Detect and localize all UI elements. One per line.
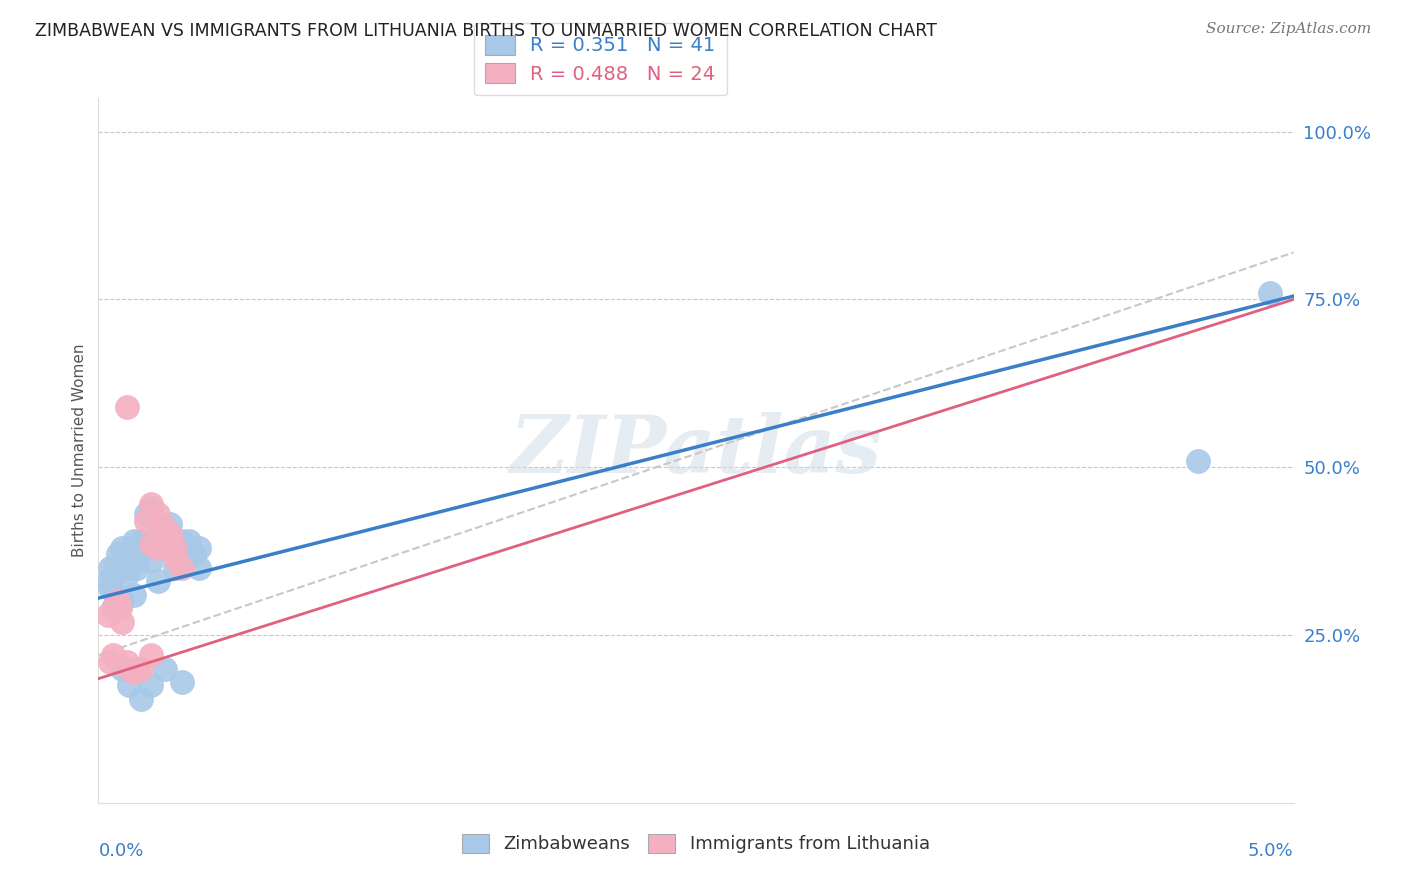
Point — [139, 500, 162, 515]
Point — [101, 601, 124, 615]
Point — [97, 607, 120, 622]
Point — [115, 567, 138, 582]
Point — [1187, 453, 1209, 467]
Point — [187, 561, 209, 575]
Point — [121, 554, 143, 568]
Point — [155, 662, 177, 676]
Point — [124, 588, 146, 602]
Point — [108, 601, 131, 615]
Point — [98, 655, 122, 669]
Point — [111, 541, 134, 555]
Point — [111, 594, 134, 608]
Point — [114, 554, 136, 568]
Text: Source: ZipAtlas.com: Source: ZipAtlas.com — [1205, 22, 1371, 37]
Point — [118, 561, 141, 575]
Point — [163, 550, 186, 565]
Point — [187, 541, 209, 555]
Point — [115, 400, 138, 414]
Legend: Zimbabweans, Immigrants from Lithuania: Zimbabweans, Immigrants from Lithuania — [451, 823, 941, 864]
Point — [135, 541, 157, 555]
Point — [118, 662, 141, 676]
Point — [124, 534, 146, 549]
Point — [139, 554, 162, 568]
Point — [97, 574, 120, 589]
Point — [101, 648, 124, 662]
Point — [104, 588, 127, 602]
Point — [172, 534, 194, 549]
Point — [135, 507, 157, 521]
Point — [107, 548, 129, 562]
Point — [155, 521, 177, 535]
Point — [148, 527, 170, 541]
Text: ZIPatlas: ZIPatlas — [510, 412, 882, 489]
Point — [107, 594, 129, 608]
Point — [125, 561, 148, 575]
Point — [183, 548, 205, 562]
Text: ZIMBABWEAN VS IMMIGRANTS FROM LITHUANIA BIRTHS TO UNMARRIED WOMEN CORRELATION CH: ZIMBABWEAN VS IMMIGRANTS FROM LITHUANIA … — [35, 22, 936, 40]
Point — [104, 561, 127, 575]
Text: 5.0%: 5.0% — [1249, 841, 1294, 860]
Point — [139, 537, 162, 551]
Point — [104, 598, 127, 612]
Point — [159, 527, 181, 541]
Point — [131, 662, 153, 676]
Point — [159, 517, 181, 532]
Point — [155, 541, 177, 555]
Point — [124, 665, 146, 679]
Point — [98, 581, 122, 595]
Point — [139, 678, 162, 692]
Point — [139, 497, 162, 511]
Point — [163, 541, 186, 555]
Point — [148, 507, 170, 521]
Point — [118, 678, 141, 692]
Point — [148, 541, 170, 555]
Point — [148, 574, 170, 589]
Point — [108, 561, 131, 575]
Point — [172, 561, 194, 575]
Point — [172, 675, 194, 690]
Point — [179, 534, 201, 549]
Point — [135, 514, 157, 528]
Point — [139, 648, 162, 662]
Point — [163, 561, 186, 575]
Text: 0.0%: 0.0% — [98, 841, 143, 860]
Point — [111, 662, 134, 676]
Point — [1258, 285, 1281, 300]
Point — [125, 662, 148, 676]
Point — [111, 615, 134, 629]
Point — [131, 534, 153, 549]
Y-axis label: Births to Unmarried Women: Births to Unmarried Women — [72, 343, 87, 558]
Point — [131, 691, 153, 706]
Point — [101, 567, 124, 582]
Point — [115, 655, 138, 669]
Point — [98, 561, 122, 575]
